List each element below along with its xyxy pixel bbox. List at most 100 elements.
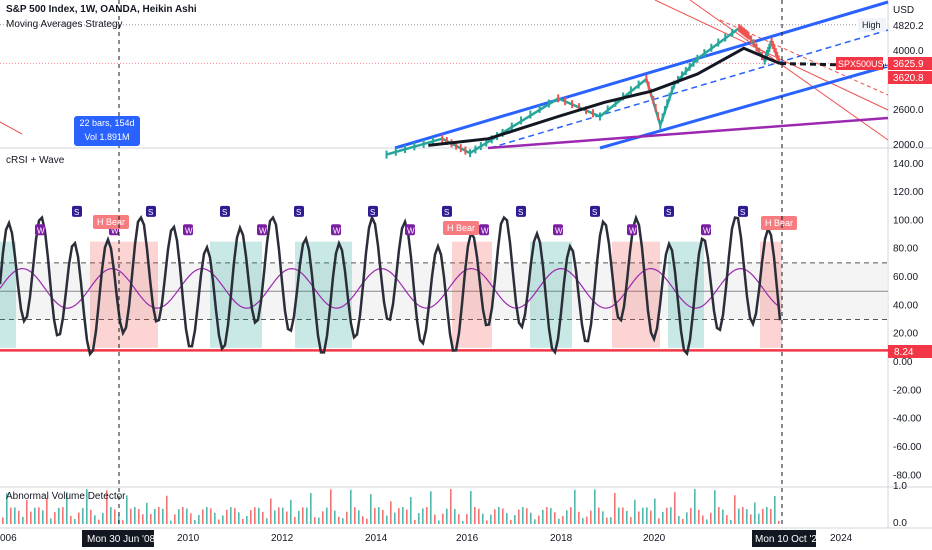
crsi-tick-label: -60.00 [893, 442, 922, 453]
volume-bar [414, 519, 416, 524]
volume-bar [522, 507, 524, 524]
volume-bar [542, 509, 544, 524]
price-candle [520, 116, 523, 125]
volume-bar [662, 511, 664, 524]
volume-bar [98, 519, 100, 524]
price-candle [688, 62, 691, 71]
volume-bar [242, 518, 244, 524]
signal-marker [442, 205, 452, 217]
h-bear-annotation [443, 221, 479, 235]
price-candle [741, 26, 744, 35]
volume-bar [686, 512, 688, 524]
volume-bar [642, 507, 644, 524]
volume-bar [490, 514, 492, 524]
price-candle [455, 141, 458, 150]
volume-bar [758, 513, 760, 524]
price-candle [606, 105, 609, 114]
ma-price-label: 3620.8 [893, 73, 924, 84]
tick-2000: 2000.0 [893, 140, 924, 151]
volume-bar [46, 498, 48, 524]
signal-marker-label: W [555, 226, 563, 235]
price-candle [547, 99, 550, 108]
strategy-legend[interactable]: Moving Averages Strategy [6, 19, 123, 30]
crsi-wave-block [760, 241, 782, 348]
volume-legend[interactable]: Abnormal Volume Detector [6, 491, 126, 502]
crsi-wave-block [0, 241, 16, 348]
price-candle [692, 58, 695, 67]
volume-bar [402, 507, 404, 524]
volume-bar [498, 507, 500, 524]
volume-bar [606, 517, 608, 524]
price-candle [571, 100, 574, 109]
tick-2600: 2600.0 [893, 105, 924, 116]
volume-bar [778, 520, 780, 524]
volume-bar [10, 507, 12, 524]
price-candle [696, 54, 699, 63]
crsi-legend[interactable]: cRSI + Wave [6, 155, 65, 166]
volume-bar [162, 508, 164, 524]
volume-bar [278, 507, 280, 524]
volume-bar [558, 518, 560, 524]
volume-bar [110, 507, 112, 524]
volume-bar [2, 517, 4, 524]
x-tick-2020: 2020 [643, 533, 666, 544]
signal-marker [479, 224, 489, 236]
volume-bar [166, 495, 168, 524]
volume-bar [154, 508, 156, 524]
price-candle [645, 74, 648, 83]
volume-bar [230, 507, 232, 524]
volume-bar [590, 510, 592, 524]
volume-bar [366, 518, 368, 524]
price-candle [578, 103, 581, 112]
signal-marker [35, 224, 45, 236]
price-candle [592, 109, 594, 118]
volume-bar [746, 509, 748, 524]
signal-marker-label: S [444, 208, 449, 217]
volume-bar [514, 515, 516, 524]
volume-bar [350, 489, 352, 524]
volume-bar [218, 519, 220, 524]
price-candle [731, 28, 734, 37]
volume-bar [78, 512, 80, 524]
h-bear-annotation [93, 215, 129, 229]
volume-bar [158, 507, 160, 524]
price-candle [684, 67, 687, 76]
volume-bar [90, 509, 92, 524]
signal-marker-label: S [666, 208, 671, 217]
moving-average-line [428, 46, 781, 147]
price-candle [742, 27, 745, 36]
last-price-bg [888, 57, 932, 70]
signal-marker-label: S [222, 208, 227, 217]
down-channel-top [654, 0, 889, 111]
volume-bar [74, 519, 76, 524]
volume-bar [462, 520, 464, 524]
x-tick-2012: 2012 [271, 533, 294, 544]
volume-bar [370, 494, 372, 524]
volume-bar [22, 516, 24, 524]
volume-bar [142, 514, 144, 524]
price-candle [738, 24, 741, 33]
signal-marker-label: S [740, 208, 745, 217]
volume-bar [338, 516, 340, 524]
signal-marker [701, 224, 711, 236]
volume-bar [730, 520, 732, 524]
volume-bar [602, 511, 604, 524]
volume-bar [254, 507, 256, 524]
price-candle [422, 139, 425, 148]
measure-volume: Vol 1.891M [84, 132, 130, 142]
volume-bar [298, 510, 300, 524]
volume-bar [750, 514, 752, 524]
volume-bar [330, 489, 332, 524]
crsi-tick-label: 120.00 [893, 187, 924, 198]
price-candle [510, 122, 513, 131]
support-line [487, 116, 889, 150]
channel-lower [599, 64, 889, 150]
signal-marker-label: W [703, 226, 711, 235]
volume-bar [226, 509, 228, 524]
crsi-tick-label: 20.00 [893, 329, 918, 340]
volume-bar [622, 507, 624, 524]
crsi-tick-label: -20.00 [893, 385, 922, 396]
price-candle [663, 106, 666, 115]
last-price-label: 3625.9 [893, 59, 924, 70]
